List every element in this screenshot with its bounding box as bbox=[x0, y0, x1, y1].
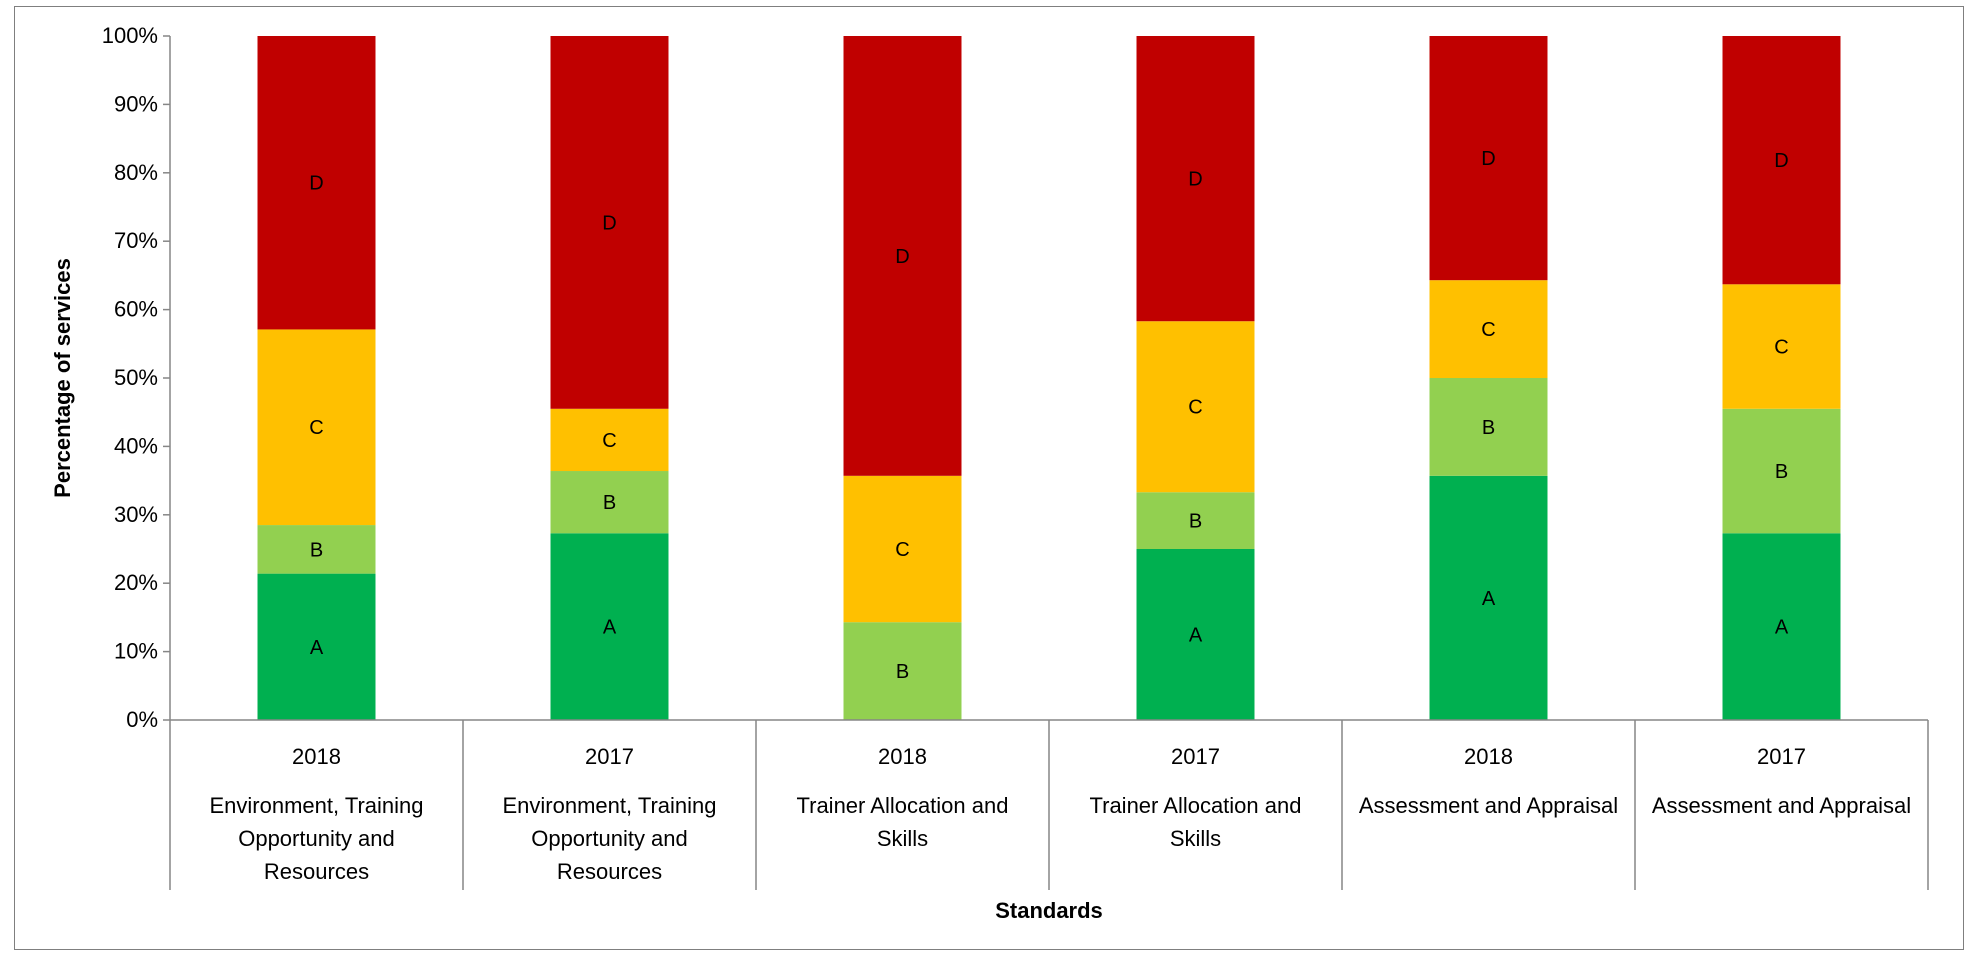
bar-segment-b bbox=[1136, 492, 1255, 549]
data-label: C bbox=[309, 417, 323, 439]
y-tick-label: 30% bbox=[114, 502, 158, 527]
y-tick-label: 40% bbox=[114, 433, 158, 458]
bar-segment-a bbox=[257, 573, 376, 720]
x-tick-category-label: Opportunity and bbox=[531, 826, 688, 851]
x-tick-year-label: 2018 bbox=[878, 744, 927, 769]
data-label: A bbox=[603, 617, 617, 639]
y-tick-label: 20% bbox=[114, 570, 158, 595]
x-tick-year-label: 2018 bbox=[292, 744, 341, 769]
y-axis-ticks: 0% 10% 20% 30% 40% 50% 60% 70% 80% 90% 100% bbox=[102, 23, 170, 732]
bar-segment-d bbox=[843, 36, 962, 476]
x-tick-category-label: Assessment and Appraisal bbox=[1359, 793, 1618, 818]
bar-segment-b bbox=[550, 471, 669, 534]
x-tick-year-label: 2017 bbox=[585, 744, 634, 769]
bar-segment-c bbox=[1722, 284, 1841, 409]
x-tick-category-label: Resources bbox=[264, 859, 369, 884]
bars: A B C D A B C D B C D A B C D A B C D A B C D bbox=[257, 36, 1841, 720]
y-tick-label: 60% bbox=[114, 297, 158, 322]
y-tick-label: 80% bbox=[114, 160, 158, 185]
data-label: A bbox=[1775, 617, 1789, 639]
bar-segment-d bbox=[1722, 36, 1841, 285]
bar-segment-c bbox=[843, 475, 962, 623]
bar-segment-c bbox=[1136, 321, 1255, 493]
data-label: C bbox=[1188, 397, 1202, 419]
x-tick-category-label: Trainer Allocation and bbox=[1090, 793, 1302, 818]
y-tick-label: 90% bbox=[114, 91, 158, 116]
data-label: C bbox=[1481, 319, 1495, 341]
x-tick-category-label: Environment, Training bbox=[210, 793, 424, 818]
data-label: B bbox=[1775, 461, 1788, 483]
data-label: B bbox=[896, 661, 909, 683]
bar-segment-d bbox=[1136, 36, 1255, 322]
x-tick-category-label: Environment, Training bbox=[503, 793, 717, 818]
data-label: C bbox=[602, 430, 616, 452]
data-label: D bbox=[1481, 148, 1495, 170]
bar-segment-d bbox=[1429, 36, 1548, 281]
x-tick-year-label: 2017 bbox=[1757, 744, 1806, 769]
x-tick-year-label: 2017 bbox=[1171, 744, 1220, 769]
x-tick-category-label: Resources bbox=[557, 859, 662, 884]
bar-segment-b bbox=[843, 622, 962, 720]
bar-segment-a bbox=[1136, 549, 1255, 720]
data-label: D bbox=[895, 246, 909, 268]
bar-segment-b bbox=[257, 525, 376, 574]
y-tick-label: 50% bbox=[114, 365, 158, 390]
bar-segment-b bbox=[1429, 378, 1548, 476]
y-tick-label: 100% bbox=[102, 23, 158, 48]
data-label: C bbox=[895, 539, 909, 561]
data-label: D bbox=[1774, 150, 1788, 172]
data-label: D bbox=[602, 212, 616, 234]
x-tick-year-label: 2018 bbox=[1464, 744, 1513, 769]
x-tick-category-label: Opportunity and bbox=[238, 826, 395, 851]
y-axis-title: Percentage of services bbox=[50, 258, 75, 498]
bar-segment-c bbox=[257, 329, 376, 526]
x-tick-category-label: Assessment and Appraisal bbox=[1652, 793, 1911, 818]
axes bbox=[169, 36, 1929, 890]
y-tick-label: 0% bbox=[126, 707, 158, 732]
data-label: B bbox=[1189, 511, 1202, 533]
x-tick-category-label: Trainer Allocation and bbox=[797, 793, 1009, 818]
chart-frame bbox=[14, 6, 1964, 950]
bar-segment-c bbox=[550, 408, 669, 472]
bar-segment-a bbox=[1429, 475, 1548, 720]
x-tick-category-label: Skills bbox=[877, 826, 928, 851]
data-label: A bbox=[310, 637, 324, 659]
data-label: B bbox=[310, 539, 323, 561]
bar-segment-c bbox=[1429, 280, 1548, 378]
x-axis-title: Standards bbox=[995, 898, 1103, 923]
data-label: B bbox=[1482, 417, 1495, 439]
x-tick-category-label: Skills bbox=[1170, 826, 1221, 851]
bar-segment-b bbox=[1722, 408, 1841, 534]
data-label: D bbox=[1188, 169, 1202, 191]
data-label: D bbox=[309, 173, 323, 195]
bar-segment-a bbox=[550, 533, 669, 720]
bar-segment-a bbox=[1722, 533, 1841, 720]
data-label: A bbox=[1482, 588, 1496, 610]
x-axis-categories: 2018 Environment, Training Opportunity and… bbox=[210, 744, 1912, 884]
y-tick-label: 10% bbox=[114, 639, 158, 664]
data-label: A bbox=[1189, 625, 1203, 647]
data-label: B bbox=[603, 492, 616, 514]
bar-segment-d bbox=[550, 36, 669, 409]
y-tick-label: 70% bbox=[114, 228, 158, 253]
bar-segment-d bbox=[257, 36, 376, 330]
data-label: C bbox=[1774, 337, 1788, 359]
